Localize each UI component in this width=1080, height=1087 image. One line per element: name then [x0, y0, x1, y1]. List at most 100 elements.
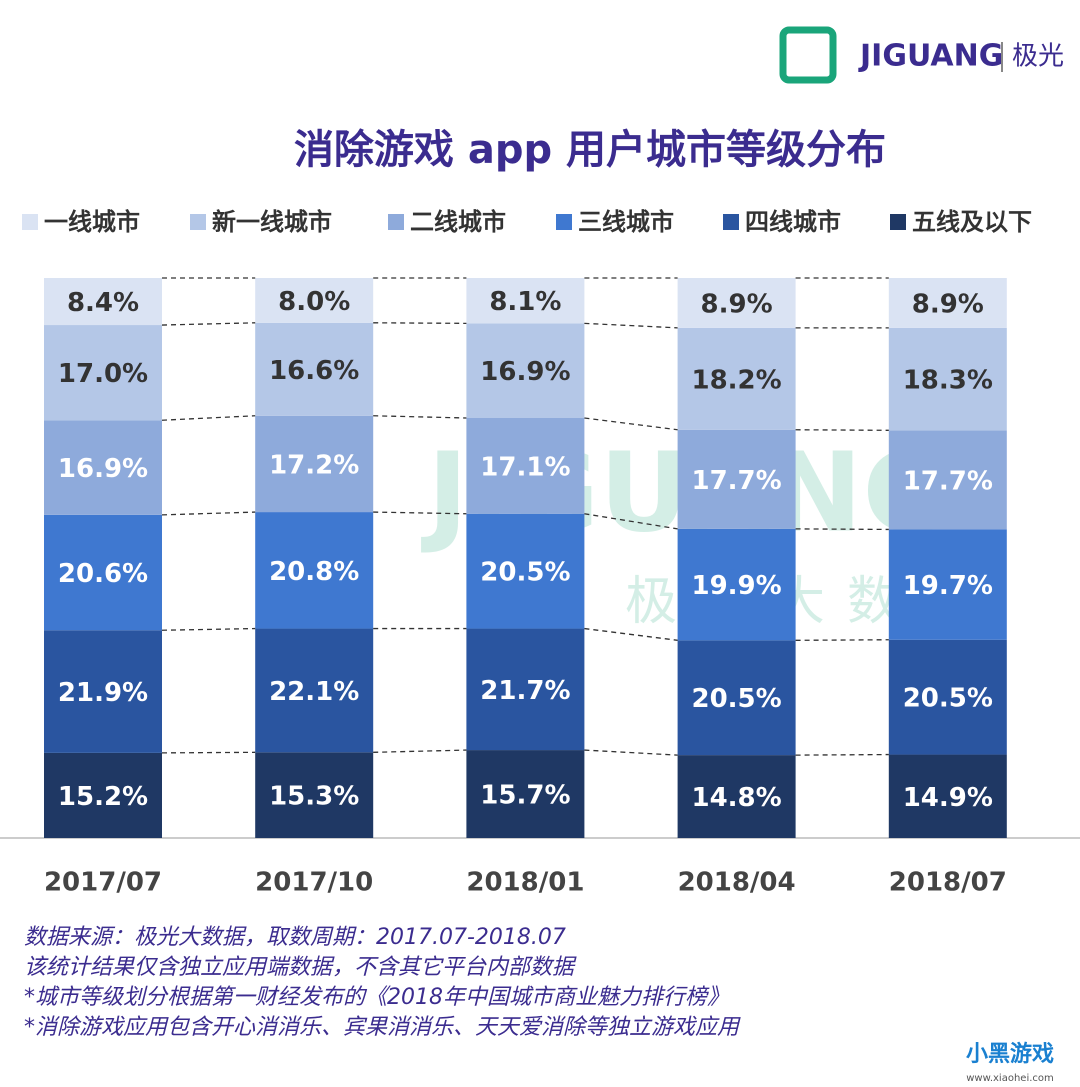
data-label: 8.1% [489, 287, 561, 317]
data-label: 16.9% [58, 454, 148, 484]
connector [161, 511, 256, 516]
bar-segment [888, 327, 1007, 431]
legend-label: 一线城市 [44, 208, 140, 236]
connector [584, 513, 678, 530]
connector [584, 417, 678, 431]
connector [584, 322, 678, 329]
bar-segment [466, 278, 585, 324]
data-label: 20.6% [58, 559, 148, 589]
connector [161, 322, 256, 326]
data-label: 20.5% [480, 558, 570, 588]
legend-swatch [388, 214, 404, 230]
data-label: 19.9% [691, 571, 781, 601]
data-label: 16.6% [269, 356, 359, 386]
data-label: 15.2% [58, 782, 148, 812]
data-label: 20.8% [269, 557, 359, 587]
bar-segment [466, 628, 585, 751]
x-tick-label: 2017/10 [255, 868, 373, 898]
connector [373, 415, 467, 419]
note: *城市等级划分根据第一财经发布的《2018年中国城市商业魅力排行榜》 [24, 985, 729, 1010]
connector [795, 753, 889, 756]
connector [161, 415, 256, 421]
bar-segment [255, 628, 374, 753]
bar-segment [44, 325, 162, 421]
x-tick-label: 2018/01 [466, 868, 584, 898]
chart-title: 消除游戏 app 用户城市等级分布 [294, 127, 886, 173]
bar-segment [677, 755, 796, 838]
data-label: 14.9% [903, 783, 993, 813]
data-label: 17.7% [691, 466, 781, 496]
bar-segment [255, 512, 374, 629]
note: 数据来源：极光大数据，取数周期：2017.07-2018.07 [24, 925, 566, 950]
bar-segment [466, 323, 585, 418]
bar-segment [888, 278, 1007, 328]
bar-segment [677, 429, 796, 529]
data-label: 16.9% [480, 357, 570, 387]
data-label: 15.7% [480, 781, 570, 811]
bar-segment [44, 420, 162, 515]
legend-label: 三线城市 [578, 208, 674, 236]
data-label: 18.2% [691, 365, 781, 395]
data-label: 8.9% [912, 289, 984, 319]
connector [795, 639, 889, 641]
bar-segment [466, 750, 585, 838]
data-label: 17.2% [269, 450, 359, 480]
bar-segment [44, 278, 162, 326]
legend-label: 五线及以下 [912, 208, 1032, 236]
legend-label: 新一线城市 [212, 208, 332, 236]
data-label: 17.0% [58, 359, 148, 389]
bar-segment [888, 529, 1007, 640]
data-label: 17.7% [903, 466, 993, 496]
logo-brand: JIGUANG [858, 39, 1003, 74]
data-label: 21.7% [480, 676, 570, 706]
bar-segment [888, 754, 1007, 838]
data-label: 18.3% [903, 366, 993, 396]
legend-label: 二线城市 [410, 208, 506, 236]
data-label: 17.1% [480, 452, 570, 482]
bar-segment [466, 513, 585, 629]
logo-icon [779, 26, 837, 84]
legend-label: 四线城市 [745, 208, 841, 236]
legend-swatch [190, 214, 206, 230]
bar-segment [677, 327, 796, 430]
data-label: 8.0% [278, 287, 350, 317]
legend-swatch [22, 214, 38, 230]
bar-segment [677, 528, 796, 641]
bar-segment [255, 322, 374, 416]
connector [795, 528, 889, 531]
data-label: 21.9% [58, 678, 148, 708]
bar-segment [888, 639, 1007, 755]
legend-swatch [723, 214, 739, 230]
bar-segment [466, 418, 585, 514]
x-tick-label: 2017/07 [44, 868, 162, 898]
corner-logo-name: 小黑游戏 [966, 1041, 1054, 1067]
bar-segment [44, 514, 162, 631]
legend-swatch [556, 214, 572, 230]
bar-segment [888, 430, 1007, 530]
data-label: 8.4% [67, 288, 139, 318]
connector [373, 322, 467, 325]
note: *消除游戏应用包含开心消消乐、宾果消消乐、天天爱消除等独立游戏应用 [24, 1015, 741, 1040]
bar-segment [677, 278, 796, 328]
bar-segment [44, 752, 162, 838]
bar-segment [255, 415, 374, 513]
connector [584, 627, 678, 641]
connector [584, 749, 678, 756]
connector [373, 511, 467, 515]
legend-swatch [890, 214, 906, 230]
bar-segment [255, 752, 374, 838]
connector [795, 429, 889, 431]
data-label: 20.5% [903, 684, 993, 714]
connector [161, 627, 256, 631]
data-label: 20.5% [691, 684, 781, 714]
note: 该统计结果仅含独立应用端数据，不含其它平台内部数据 [24, 955, 577, 980]
corner-logo-url: www.xiaohei.com [966, 1073, 1054, 1084]
logo: JIGUANG 极光 [779, 26, 1064, 84]
data-label: 15.3% [269, 782, 359, 812]
bar-segment [44, 630, 162, 753]
data-label: 8.9% [701, 289, 773, 319]
bar-segment [255, 278, 374, 323]
connector [373, 749, 467, 753]
connector [161, 751, 256, 754]
